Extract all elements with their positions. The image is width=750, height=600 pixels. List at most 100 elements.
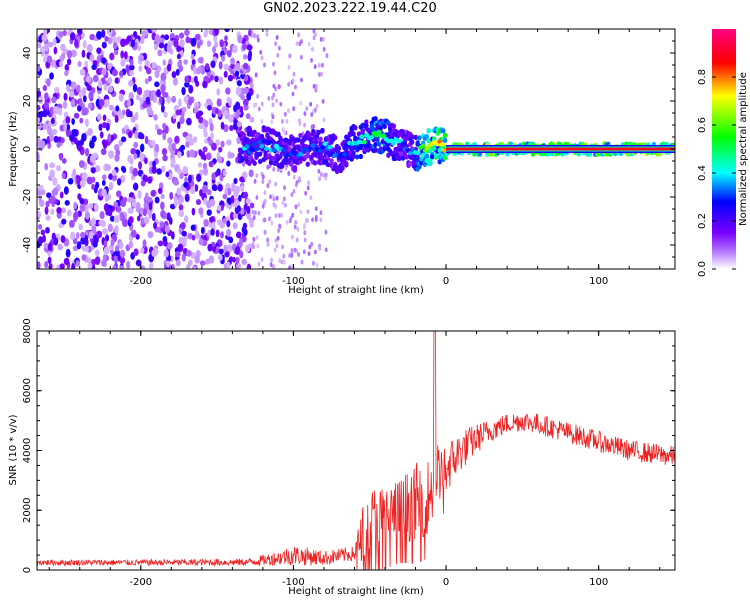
noise-blob	[293, 224, 297, 230]
noise-blob	[118, 93, 124, 102]
noise-blob	[104, 98, 110, 107]
band-blob	[437, 159, 442, 165]
band-blob	[347, 150, 353, 156]
noise-blob	[91, 176, 96, 183]
noise-blob	[226, 229, 231, 237]
ridge-blob	[259, 144, 265, 149]
ridge-blob	[322, 141, 328, 147]
noise-blob	[280, 212, 283, 218]
noise-blob	[78, 223, 83, 231]
noise-blob	[88, 91, 94, 101]
band-blob	[296, 137, 301, 143]
noise-blob	[57, 243, 64, 251]
band-blob	[344, 161, 349, 167]
noise-blob	[252, 236, 256, 242]
spectrogram-xlabel: Height of straight line (km)	[288, 285, 424, 296]
noise-blob	[101, 174, 107, 181]
noise-blob	[163, 249, 169, 258]
noise-blob	[232, 222, 238, 230]
ridge-blob	[244, 144, 250, 149]
noise-blob	[126, 260, 131, 269]
noise-blob	[191, 207, 196, 216]
noise-blob	[181, 106, 187, 113]
noise-blob	[162, 59, 167, 66]
band-blob	[353, 125, 358, 131]
noise-blob	[170, 157, 176, 166]
noise-blob	[153, 114, 158, 121]
noise-blob	[64, 70, 69, 77]
noise-blob	[159, 221, 165, 229]
noise-blob	[81, 49, 86, 58]
noise-blob	[166, 44, 172, 53]
noise-blob	[292, 71, 296, 77]
band-blob	[246, 160, 252, 166]
noise-blob	[261, 204, 265, 209]
noise-blob	[171, 142, 176, 151]
noise-blob	[233, 177, 238, 185]
noise-blob	[283, 185, 286, 191]
noise-blob	[137, 190, 142, 200]
noise-blob	[37, 261, 41, 269]
noise-blob	[103, 240, 108, 247]
noise-blob	[37, 211, 42, 218]
noise-blob	[74, 39, 79, 48]
noise-blob	[292, 188, 296, 194]
noise-blob	[310, 46, 314, 52]
noise-blob	[151, 249, 158, 258]
noise-blob	[42, 85, 47, 92]
noise-blob	[132, 182, 139, 191]
noise-blob	[235, 256, 240, 264]
noise-blob	[306, 209, 310, 215]
noise-blob	[228, 152, 235, 159]
noise-blob	[245, 113, 251, 120]
band-blob	[441, 128, 446, 134]
noise-blob	[114, 224, 119, 234]
noise-blob	[71, 118, 75, 125]
y-tick-label: 40	[22, 47, 33, 60]
noise-blob	[209, 216, 215, 223]
noise-blob	[177, 243, 184, 252]
noise-blob	[223, 70, 228, 78]
noise-blob	[154, 196, 160, 204]
noise-blob	[94, 249, 100, 256]
noise-blob	[268, 216, 271, 222]
noise-blob	[317, 62, 321, 68]
noise-blob	[142, 239, 147, 248]
noise-blob	[299, 100, 303, 106]
ridge-blob	[420, 143, 426, 149]
noise-blob	[100, 148, 107, 156]
noise-blob	[303, 237, 307, 243]
noise-blob	[268, 179, 271, 185]
noise-blob	[144, 78, 149, 85]
noise-blob	[249, 220, 254, 228]
noise-blob	[160, 104, 165, 113]
noise-blob	[49, 169, 55, 179]
ridge-blob	[256, 139, 262, 145]
noise-blob	[273, 70, 277, 76]
y-tick-label: 6000	[22, 378, 33, 403]
noise-blob	[282, 253, 286, 259]
noise-blob	[272, 92, 276, 98]
noise-blob	[285, 118, 289, 124]
noise-blob	[63, 257, 70, 266]
noise-blob	[287, 171, 291, 176]
noise-blob	[191, 59, 196, 65]
noise-blob	[76, 84, 81, 93]
noise-blob	[203, 197, 208, 205]
noise-blob	[60, 137, 65, 144]
noise-blob	[138, 161, 143, 170]
noise-blob	[115, 149, 121, 156]
noise-blob	[199, 56, 204, 64]
noise-blob	[116, 36, 122, 44]
noise-blob	[202, 80, 208, 89]
noise-blob	[86, 44, 93, 53]
noise-blob	[266, 164, 270, 170]
band-blob	[270, 155, 276, 161]
noise-blob	[249, 116, 255, 123]
noise-blob	[171, 96, 177, 103]
noise-blob	[216, 88, 221, 96]
noise-blob	[271, 194, 275, 200]
band-blob	[336, 145, 342, 151]
noise-blob	[225, 139, 232, 146]
